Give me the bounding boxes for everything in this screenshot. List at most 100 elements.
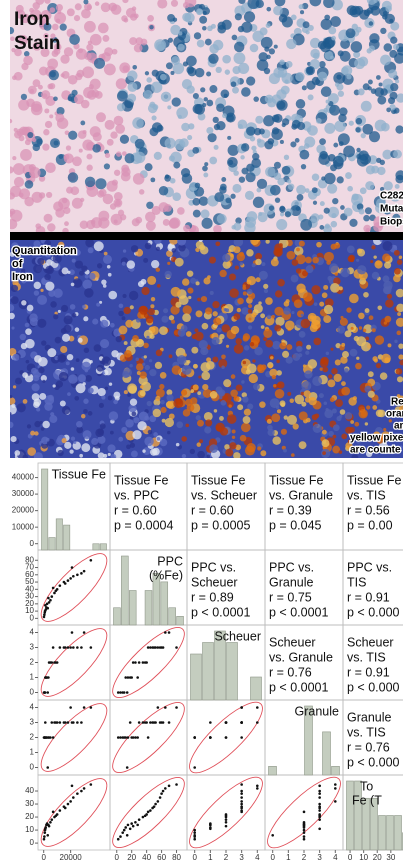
quant-cell <box>382 253 391 262</box>
stain-cell <box>246 126 256 136</box>
scatter-point <box>146 810 150 814</box>
stain-cell <box>296 184 306 195</box>
variable-name: Scheuer <box>214 629 261 643</box>
stain-cell <box>237 62 250 75</box>
scatter-point <box>44 827 47 831</box>
stain-cell <box>209 85 218 94</box>
quant-cell <box>141 286 150 296</box>
correlation-text: p = 0.0005 <box>191 518 250 532</box>
stain-cell <box>323 207 330 214</box>
stain-cell <box>10 166 14 174</box>
quant-cell <box>367 390 375 398</box>
quant-cell <box>325 408 329 412</box>
quant-cell <box>40 375 47 382</box>
correlation-text: Scheuer <box>347 635 394 649</box>
stain-cell <box>132 173 145 185</box>
scatter-point <box>80 646 83 649</box>
quant-cell <box>276 409 282 414</box>
stain-cell <box>94 1 100 6</box>
quant-cell <box>242 415 251 424</box>
quant-cell <box>153 432 158 437</box>
quant-cell <box>280 428 288 435</box>
correlation-text: p = 0.045 <box>269 518 322 532</box>
quant-cell <box>339 317 348 326</box>
quant-cell <box>93 241 104 252</box>
stain-cell <box>116 103 126 112</box>
quant-cell <box>387 293 393 299</box>
stain-cell <box>241 87 251 97</box>
quant-cell <box>135 357 139 361</box>
stain-cell <box>65 145 72 151</box>
stain-cell <box>323 224 332 232</box>
stain-cell <box>53 140 59 146</box>
stain-cell <box>263 115 275 127</box>
stain-cell <box>44 120 53 129</box>
correlation-text: vs. TIS <box>347 650 386 664</box>
quant-cell <box>171 248 177 253</box>
stain-cell <box>200 209 210 219</box>
quant-cell <box>205 307 213 315</box>
scatter-point <box>51 736 55 739</box>
scatter-point <box>146 646 150 649</box>
panel-label: Stain <box>14 33 60 54</box>
stain-cell <box>106 138 114 146</box>
quant-cell <box>289 398 295 403</box>
quant-cell <box>364 308 370 313</box>
stain-cell <box>67 96 73 102</box>
quant-cell <box>319 301 325 307</box>
stain-cell <box>257 139 266 148</box>
histogram-bar <box>113 607 121 626</box>
quant-cell <box>265 297 273 305</box>
scatter-point <box>58 584 62 587</box>
stain-cell <box>208 53 219 64</box>
stain-cell <box>156 124 164 132</box>
quant-cell <box>231 429 236 434</box>
quant-cell <box>321 292 328 299</box>
quant-texture <box>10 240 403 458</box>
stain-cell <box>349 5 361 18</box>
quant-cell <box>241 307 249 315</box>
quant-cell <box>53 314 59 320</box>
quant-cell <box>311 315 321 326</box>
quant-cell <box>357 265 367 275</box>
stain-cell <box>117 209 125 216</box>
stain-cell <box>273 44 278 49</box>
histogram-bar <box>304 705 313 776</box>
quant-cell <box>143 257 149 263</box>
stain-cell <box>27 132 34 139</box>
quant-cell <box>399 445 403 449</box>
quant-cell <box>395 317 403 327</box>
stain-cell <box>332 197 339 205</box>
stain-cell <box>312 200 318 205</box>
stain-cell <box>92 144 101 153</box>
quant-cell <box>316 241 322 248</box>
quant-cell <box>107 452 111 457</box>
stain-cell <box>266 54 271 60</box>
x-tick-label: 1 <box>286 853 291 862</box>
stain-cell <box>212 39 224 51</box>
scatter-point <box>156 706 160 709</box>
histogram-bar <box>214 630 226 701</box>
stain-cell <box>221 177 227 182</box>
scatter-point <box>49 598 52 602</box>
quant-cell <box>34 420 41 428</box>
stain-cell <box>225 197 232 204</box>
quant-cell <box>237 404 244 411</box>
scatter-point <box>116 837 120 841</box>
quant-cell <box>269 368 278 377</box>
stain-cell <box>194 103 206 115</box>
stain-cell <box>373 222 383 232</box>
scatter-point <box>45 602 49 606</box>
stain-cell <box>103 63 116 76</box>
stain-cell <box>279 59 285 65</box>
quant-cell <box>225 448 234 457</box>
quant-cell <box>198 340 208 350</box>
quant-cell <box>320 358 326 364</box>
quant-cell <box>365 450 373 458</box>
stain-cell <box>133 43 143 53</box>
stain-cell <box>79 220 89 230</box>
scatter-point <box>136 676 139 679</box>
correlation-text: vs. Scheuer <box>191 488 257 502</box>
quant-cell <box>344 330 352 338</box>
quant-cell <box>291 453 295 457</box>
